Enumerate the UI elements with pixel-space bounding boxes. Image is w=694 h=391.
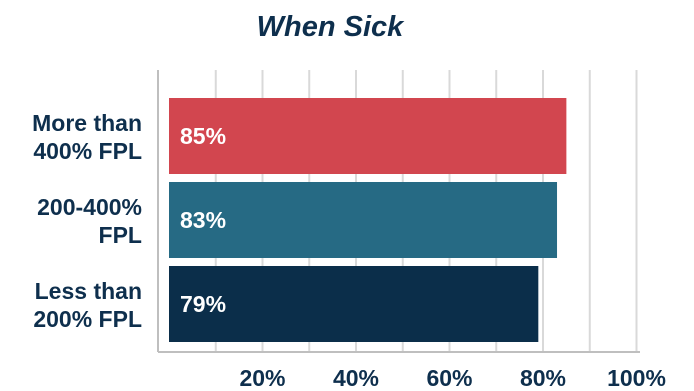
x-tick-label-60: 60% — [426, 365, 472, 391]
chart-title: When Sick — [257, 11, 406, 43]
bar-0 — [169, 98, 567, 174]
x-tick-label-40: 40% — [333, 365, 379, 391]
bar-2 — [169, 266, 539, 342]
bar-1 — [169, 182, 558, 258]
x-tick-label-80: 80% — [520, 365, 566, 391]
category-label-2: Less than 200% FPL — [33, 278, 142, 332]
category-label-1: 200-400% FPL — [37, 194, 142, 248]
x-tick-label-100: 100% — [607, 365, 666, 391]
data-label-1: 83% — [180, 207, 226, 233]
data-label-2: 79% — [180, 291, 226, 317]
x-tick-label-20: 20% — [239, 365, 285, 391]
category-label-0: More than 400% FPL — [32, 110, 142, 164]
data-label-0: 85% — [180, 123, 226, 149]
labels: 85% More than 400% FPL 83% 200-400% FPL 79% Les… — [32, 110, 666, 391]
axes — [157, 70, 640, 353]
bars — [169, 98, 567, 342]
